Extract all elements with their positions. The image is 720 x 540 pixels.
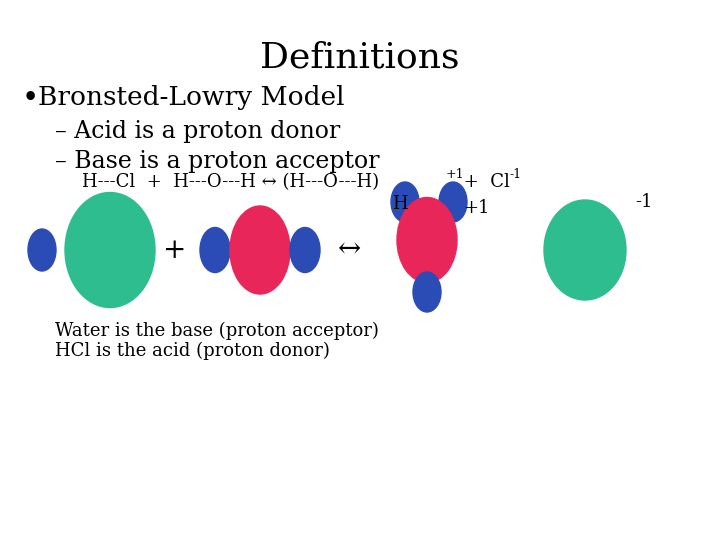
Ellipse shape: [65, 192, 155, 307]
Ellipse shape: [200, 227, 230, 273]
Text: – Acid is a proton donor: – Acid is a proton donor: [55, 120, 341, 143]
Ellipse shape: [413, 272, 441, 312]
Text: •: •: [22, 85, 40, 113]
Text: +1: +1: [446, 167, 464, 180]
Text: -1: -1: [510, 167, 522, 180]
Text: +: +: [163, 237, 186, 264]
Text: HCl is the acid (proton donor): HCl is the acid (proton donor): [55, 342, 330, 360]
Text: H: H: [392, 195, 408, 213]
Ellipse shape: [230, 206, 290, 294]
Ellipse shape: [28, 229, 56, 271]
Text: Water is the base (proton acceptor): Water is the base (proton acceptor): [55, 322, 379, 340]
Ellipse shape: [544, 200, 626, 300]
Text: Definitions: Definitions: [260, 40, 460, 74]
Ellipse shape: [391, 182, 419, 222]
Text: ↔: ↔: [338, 237, 361, 264]
Text: -1: -1: [635, 193, 652, 211]
Text: H---Cl  +  H---O---H ↔ (H---O---H): H---Cl + H---O---H ↔ (H---O---H): [82, 173, 379, 191]
Text: +  Cl: + Cl: [458, 173, 510, 191]
Ellipse shape: [439, 182, 467, 222]
Ellipse shape: [397, 198, 457, 282]
Text: +1: +1: [463, 199, 490, 217]
Text: – Base is a proton acceptor: – Base is a proton acceptor: [55, 150, 379, 173]
Text: Bronsted-Lowry Model: Bronsted-Lowry Model: [38, 85, 344, 110]
Ellipse shape: [290, 227, 320, 273]
